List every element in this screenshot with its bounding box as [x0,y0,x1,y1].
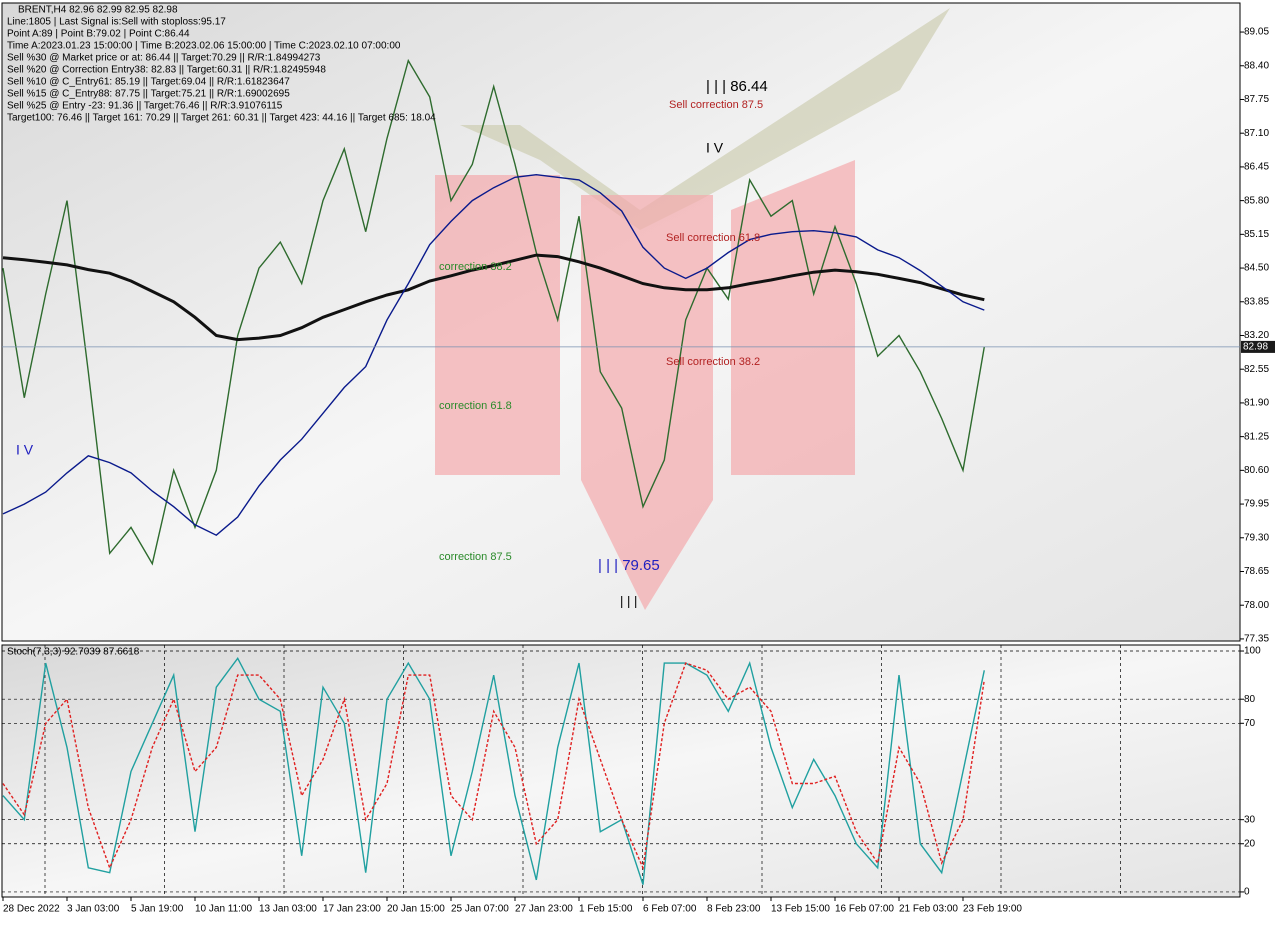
series-line [2,173,985,537]
zone [581,195,713,610]
y-tick-label: 0 [1244,887,1250,898]
zone [435,175,560,475]
y-tick-label: 77.35 [1244,634,1269,645]
y-tick-label: 30 [1244,814,1256,825]
y-tick-label: 89.05 [1244,27,1269,38]
y-tick-label: 80 [1244,694,1256,705]
annotation: I V [706,140,724,156]
annotation: | | | [620,593,637,608]
y-tick-label: 83.85 [1244,296,1269,307]
annotation: | | | 86.44 [706,78,768,95]
x-tick-label: 8 Feb 23:00 [707,904,761,915]
y-tick-label: 79.95 [1244,499,1269,510]
y-tick-label: 81.90 [1244,398,1269,409]
info-line: Sell %20 @ Correction Entry38: 82.83 || … [7,65,326,76]
y-tick-label: 82.55 [1244,364,1269,375]
info-line: Sell %15 @ C_Entry88: 87.75 || Target:75… [7,89,290,100]
y-tick-label: 88.40 [1244,60,1269,71]
y-tick-label: 100 [1244,646,1261,657]
x-tick-label: 16 Feb 07:00 [835,904,894,915]
annotation: Sell correction 38.2 [666,356,760,368]
y-tick-label: 81.25 [1244,431,1269,442]
logo-shape [460,8,950,230]
annotation: correction 38.2 [439,261,512,273]
y-tick-label: 78.00 [1244,600,1269,611]
y-tick-label: 87.75 [1244,94,1269,105]
y-tick-label: 83.20 [1244,330,1269,341]
x-tick-label: 10 Jan 11:00 [195,904,253,915]
x-tick-label: 20 Jan 15:00 [387,904,445,915]
y-tick-label: 84.50 [1244,263,1269,274]
zone [731,160,855,475]
info-line: Sell %10 @ C_Entry61: 85.19 || Target:69… [7,77,290,88]
info-line: Line:1805 | Last Signal is:Sell with sto… [7,17,226,28]
annotation: | | | 79.65 [598,557,660,574]
series-line [2,253,985,342]
panel-title: BRENT,H4 82.96 82.99 82.95 82.98 [18,5,178,16]
x-tick-label: 25 Jan 07:00 [451,904,509,915]
x-tick-label: 17 Jan 23:00 [323,904,381,915]
y-tick-label: 85.15 [1244,229,1269,240]
info-line: Sell %25 @ Entry -23: 91.36 || Target:76… [7,101,283,112]
y-tick-label: 80.60 [1244,465,1269,476]
y-tick-label: 79.30 [1244,532,1269,543]
info-line: Target100: 76.46 || Target 161: 70.29 ||… [7,113,436,124]
last-price-box [1241,340,1275,353]
x-tick-label: 28 Dec 2022 [3,904,60,915]
annotation: Sell correction 87.5 [669,99,763,111]
y-tick-label: 86.45 [1244,162,1269,173]
y-tick-label: 85.80 [1244,195,1269,206]
last-price-label: 82.98 [1243,342,1268,353]
x-tick-label: 27 Jan 23:00 [515,904,573,915]
annotation: correction 87.5 [439,551,512,563]
x-tick-label: 13 Feb 15:00 [771,904,830,915]
x-tick-label: 1 Feb 15:00 [579,904,633,915]
info-line: Time A:2023.01.23 15:00:00 | Time B:2023… [7,41,401,52]
y-tick-label: 20 [1244,838,1256,849]
annotation: I V [16,442,34,458]
x-tick-label: 23 Feb 19:00 [963,904,1022,915]
annotation: correction 61.8 [439,400,512,412]
y-tick-label: 78.65 [1244,566,1269,577]
series-line [2,662,985,871]
annotation: Sell correction 61.8 [666,232,760,244]
x-tick-label: 13 Jan 03:00 [259,904,317,915]
x-tick-label: 3 Jan 03:00 [67,904,120,915]
panel-title: Stoch(7,3,3) 92.7039 87.6618 [7,647,140,658]
x-tick-label: 5 Jan 19:00 [131,904,184,915]
x-tick-label: 6 Feb 07:00 [643,904,697,915]
y-tick-label: 87.10 [1244,128,1269,139]
y-tick-label: 70 [1244,718,1256,729]
series-line [2,656,985,885]
stoch-panel [1,644,1241,898]
info-line: Sell %30 @ Market price or at: 86.44 || … [7,53,321,64]
info-line: Point A:89 | Point B:79.02 | Point C:86.… [7,29,190,40]
x-tick-label: 21 Feb 03:00 [899,904,958,915]
